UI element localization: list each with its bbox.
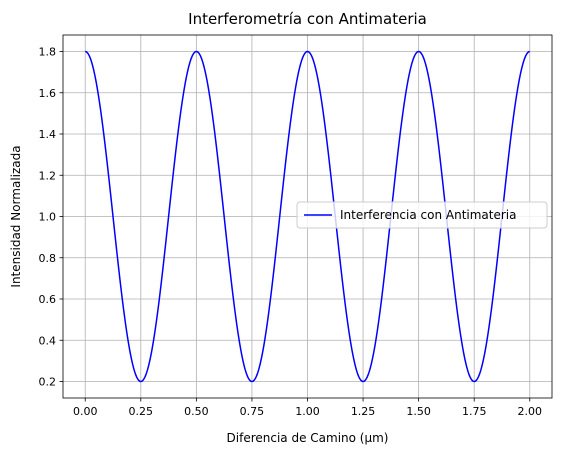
x-tick-label: 2.00 <box>518 405 543 418</box>
series-line-0 <box>85 50 530 383</box>
line-layer <box>85 50 530 383</box>
x-axis-ticks: 0.00 0.25 0.50 0.75 1.00 1.25 1.50 1.75 2.00 <box>73 398 542 418</box>
y-tick-label: 0.2 <box>39 376 57 389</box>
legend-entry-label: Interferencia con Antimateria <box>340 208 517 222</box>
legend-box <box>296 201 548 229</box>
x-tick-label: 0.75 <box>240 405 265 418</box>
y-tick-label: 0.6 <box>39 293 57 306</box>
x-tick-label: 0.25 <box>129 405 154 418</box>
chart-title: Interferometría con Antimateria <box>188 10 427 28</box>
x-tick-label: 1.75 <box>462 405 487 418</box>
x-tick-label: 1.25 <box>351 405 376 418</box>
legend: Interferencia con Antimateria <box>296 201 548 229</box>
y-tick-label: 1.8 <box>39 46 57 59</box>
y-tick-label: 1.0 <box>39 211 57 224</box>
y-tick-label: 0.4 <box>39 334 57 347</box>
y-axis-label: Intensidad Normalizada <box>9 145 23 287</box>
x-tick-label: 1.00 <box>295 405 320 418</box>
y-tick-label: 1.2 <box>39 169 57 182</box>
y-tick-label: 1.4 <box>39 128 57 141</box>
x-axis-label: Diferencia de Camino (µm) <box>227 431 389 445</box>
x-tick-label: 0.00 <box>73 405 98 418</box>
x-tick-label: 1.50 <box>406 405 431 418</box>
y-tick-label: 1.6 <box>39 87 57 100</box>
y-tick-label: 0.8 <box>39 252 57 265</box>
y-axis-ticks: 0.2 0.4 0.6 0.8 1.0 1.2 1.4 1.6 1.8 <box>39 46 63 389</box>
x-tick-label: 0.50 <box>184 405 209 418</box>
